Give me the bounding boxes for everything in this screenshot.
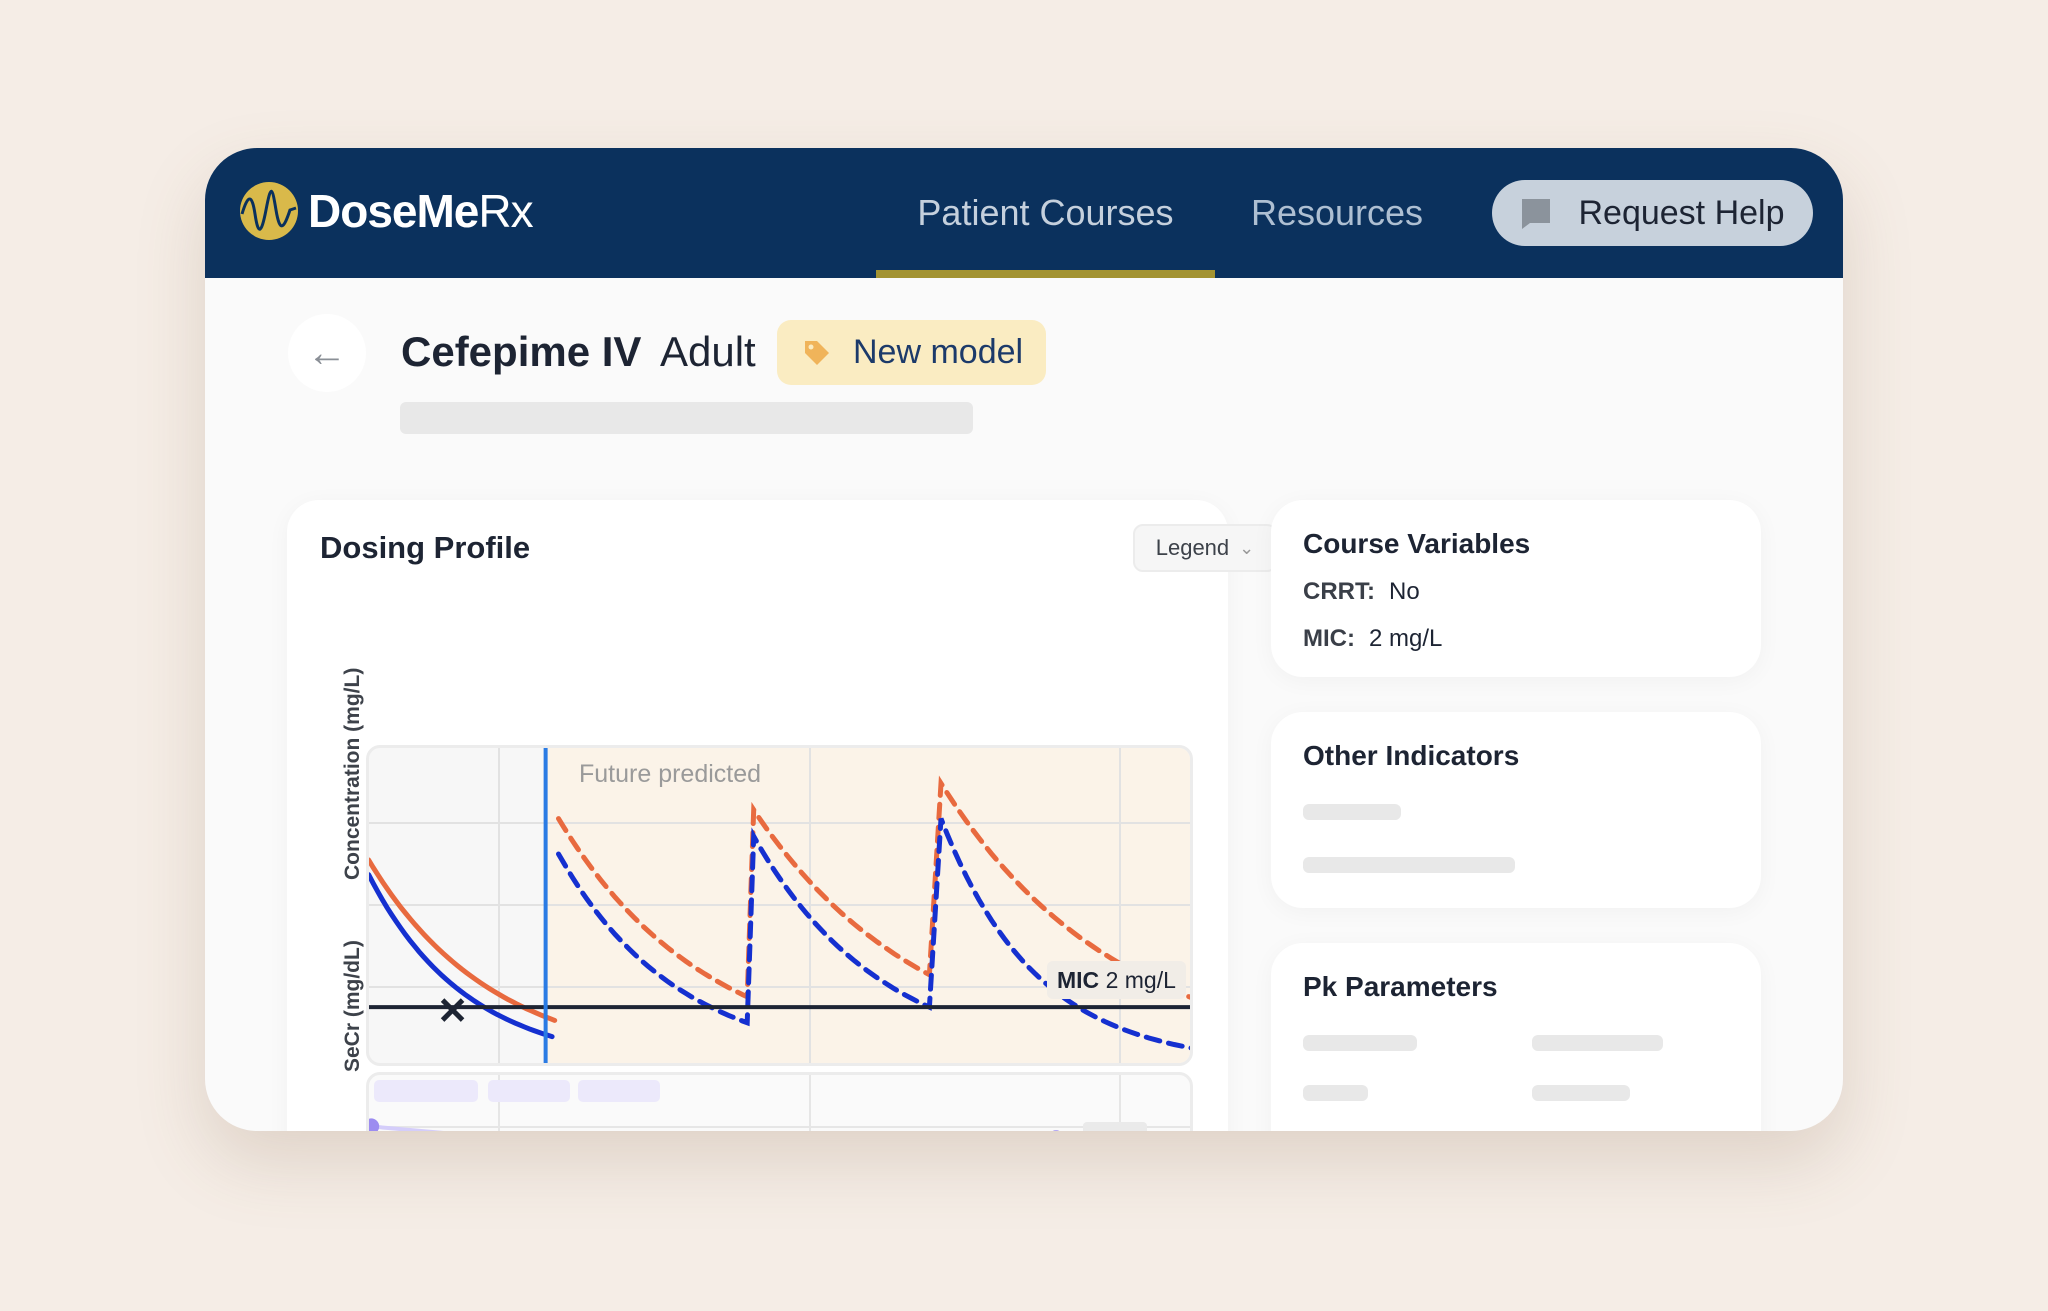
secr-point	[369, 1118, 380, 1131]
placeholder-line	[1303, 1035, 1417, 1051]
y-axis-label-secr: SeCr (mg/dL)	[341, 940, 364, 1072]
chat-bubble-icon	[1522, 199, 1551, 229]
logo-icon	[240, 182, 298, 240]
nav-patient-courses[interactable]: Patient Courses	[917, 192, 1174, 233]
top-nav: DoseMeRx Patient Courses Resources Reque…	[205, 148, 1843, 278]
new-model-badge: New model	[777, 320, 1046, 385]
secr-point	[1052, 1130, 1060, 1131]
series-line-solid-orange	[369, 857, 558, 1023]
request-help-button[interactable]: Request Help	[1492, 180, 1813, 246]
mic-row: MIC: 2 mg/L	[1303, 625, 1443, 652]
other-indicators-card: Other Indicators	[1271, 712, 1761, 908]
nav-resources[interactable]: Resources	[1250, 192, 1424, 233]
series-line-solid-blue	[369, 872, 555, 1040]
placeholder-pill	[578, 1080, 660, 1102]
concentration-plot	[369, 748, 1190, 1063]
concentration-chart[interactable]: Future predicted MIC 2 mg/L	[366, 745, 1193, 1066]
app-window: DoseMeRx Patient Courses Resources Reque…	[205, 148, 1843, 1131]
tag-icon	[805, 340, 829, 365]
secr-chart[interactable]	[366, 1072, 1193, 1131]
mic-label: MIC 2 mg/L	[1047, 961, 1186, 999]
subtitle-placeholder	[400, 402, 973, 434]
placeholder-pill	[488, 1080, 570, 1102]
dosing-profile-card: Dosing Profile Legend ⌄ Concentration (m…	[287, 500, 1277, 1131]
placeholder-line	[1532, 1035, 1663, 1051]
y-axis-label-concentration: Concentration (mg/L)	[341, 667, 364, 880]
placeholder-line	[1303, 1085, 1368, 1101]
chevron-down-icon: ⌄	[1239, 537, 1255, 558]
placeholder-pill	[374, 1080, 478, 1102]
pk-parameters-card: Pk Parameters	[1271, 943, 1761, 1131]
back-button[interactable]: ←	[288, 314, 366, 392]
legend-dropdown[interactable]: Legend ⌄	[1133, 524, 1277, 572]
legend-label: Legend	[1155, 535, 1230, 560]
crrt-row: CRRT: No	[1303, 578, 1420, 605]
placeholder-line	[1083, 1122, 1147, 1131]
dosing-profile-title: Dosing Profile	[320, 530, 531, 565]
brand-name: DoseMeRx	[308, 185, 534, 237]
future-predicted-label: Future predicted	[579, 760, 762, 788]
active-tab-indicator	[876, 270, 1215, 278]
secr-plot	[369, 1075, 1190, 1131]
arrow-left-icon: ←	[307, 330, 347, 375]
course-variables-title: Course Variables	[1303, 528, 1531, 559]
course-variables-card: Course Variables CRRT: No MIC: 2 mg/L	[1271, 500, 1761, 677]
series-line-dashed-orange	[556, 775, 1190, 1001]
placeholder-line	[1532, 1085, 1630, 1101]
logo[interactable]: DoseMeRx	[238, 180, 534, 242]
drug-title: Cefepime IV	[401, 328, 642, 375]
measured-level-marker	[440, 998, 465, 1022]
badge-label: New model	[853, 333, 1024, 371]
pk-parameters-title: Pk Parameters	[1303, 971, 1498, 1002]
placeholder-line	[1303, 857, 1515, 873]
placeholder-line	[1303, 804, 1401, 820]
other-indicators-title: Other Indicators	[1303, 740, 1520, 771]
population-label: Adult	[660, 328, 756, 375]
request-help-label: Request Help	[1578, 193, 1785, 232]
